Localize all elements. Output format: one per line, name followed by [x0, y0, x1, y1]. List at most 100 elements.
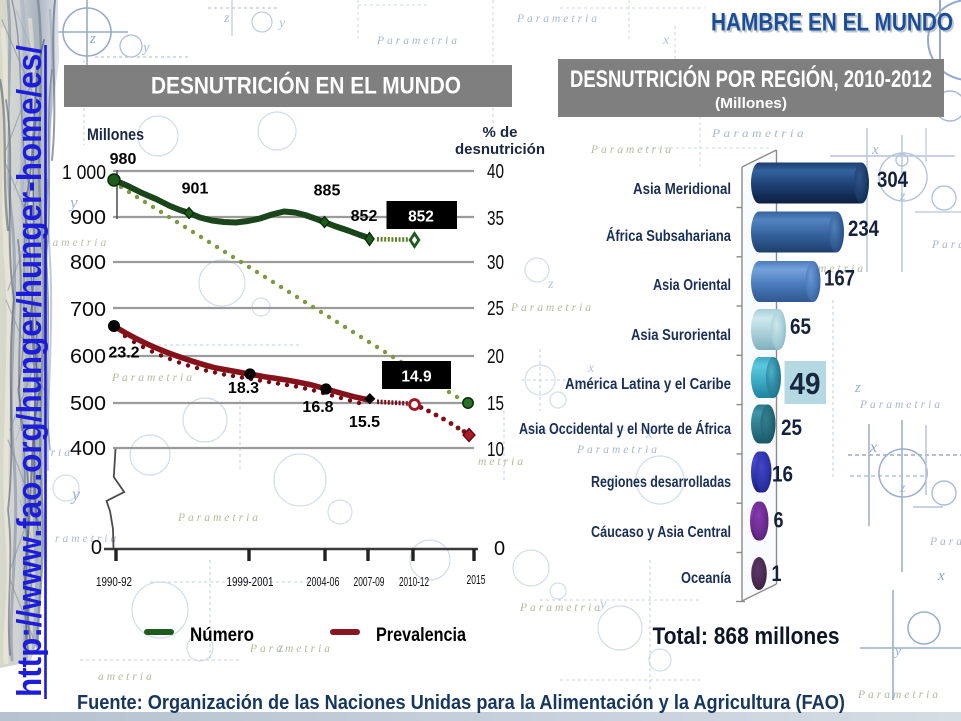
svg-text:852: 852 [408, 209, 434, 226]
svg-text:852: 852 [351, 208, 378, 225]
svg-text:800: 800 [70, 252, 106, 274]
svg-text:Número: Número [190, 625, 254, 646]
svg-text:Parametria: Parametria [177, 512, 261, 524]
svg-text:Parametria: Parametria [516, 13, 600, 25]
svg-text:desnutrición: desnutrición [455, 141, 545, 158]
svg-text:ametria: ametria [98, 671, 155, 683]
svg-text:Parametria: Parametria [519, 602, 603, 614]
svg-text:y: y [141, 40, 150, 56]
svg-text:Parametria: Parametria [376, 35, 460, 47]
svg-text:Oceanía: Oceanía [681, 570, 731, 587]
svg-text:Parametria: Parametria [576, 444, 660, 456]
svg-text:1 000: 1 000 [62, 162, 106, 184]
svg-text:z: z [899, 481, 906, 496]
svg-text:234: 234 [848, 216, 880, 241]
svg-text:(Millones): (Millones) [715, 95, 787, 112]
svg-text:35: 35 [487, 208, 504, 230]
svg-text:y: y [68, 193, 78, 212]
svg-text:Asia Occidental y el Norte de: Asia Occidental y el Norte de África [519, 419, 731, 438]
svg-text:20: 20 [487, 346, 504, 368]
svg-text:40: 40 [487, 161, 504, 183]
svg-text:0: 0 [91, 537, 102, 559]
svg-text:1999-2001: 1999-2001 [227, 574, 274, 589]
svg-text:y: y [70, 484, 80, 504]
svg-text:África Subsahariana: África Subsahariana [606, 226, 731, 245]
svg-text:600: 600 [70, 346, 106, 368]
svg-text:Asia Oriental: Asia Oriental [653, 277, 731, 294]
svg-text:x: x [662, 33, 670, 48]
svg-text:25: 25 [487, 298, 504, 320]
svg-text:rametria: rametria [55, 533, 119, 545]
svg-text:16: 16 [772, 462, 793, 487]
svg-text:z: z [899, 189, 906, 204]
svg-text:América Latina y el Caribe: América Latina y el Caribe [565, 376, 731, 393]
svg-text:2010-12: 2010-12 [399, 574, 429, 589]
svg-text:DESNUTRICIÓN EN EL MUNDO: DESNUTRICIÓN EN EL MUNDO [151, 72, 461, 100]
svg-text:1990-92: 1990-92 [96, 574, 132, 589]
svg-text:z: z [547, 277, 554, 292]
svg-text:x: x [645, 427, 653, 442]
svg-text:15.5: 15.5 [349, 414, 380, 431]
svg-text:Asia Suroriental: Asia Suroriental [631, 327, 731, 344]
svg-text:15: 15 [487, 393, 504, 415]
svg-text:Parametria: Parametria [111, 372, 195, 384]
svg-text:y: y [277, 16, 286, 31]
svg-text:Parametria: Parametria [857, 689, 941, 701]
svg-text:500: 500 [70, 393, 106, 415]
svg-text:0: 0 [494, 538, 505, 560]
svg-text:HAMBRE EN EL MUNDO: HAMBRE EN EL MUNDO [713, 10, 955, 38]
svg-text:Regiones desarrolladas: Regiones desarrolladas [591, 474, 731, 491]
svg-text:700: 700 [70, 299, 106, 321]
svg-text:2015: 2015 [467, 572, 486, 587]
svg-text:885: 885 [314, 183, 341, 200]
svg-text:x: x [587, 361, 595, 376]
svg-text:2004-06: 2004-06 [307, 574, 340, 589]
svg-text:6: 6 [774, 508, 784, 533]
svg-text:304: 304 [877, 167, 909, 192]
svg-text:30: 30 [487, 252, 504, 274]
svg-text:z: z [223, 11, 230, 26]
svg-text:z: z [854, 380, 861, 396]
svg-text:z: z [277, 641, 284, 656]
svg-text:DESNUTRICIÓN POR REGIÓN, 2010-: DESNUTRICIÓN POR REGIÓN, 2010-2012 [570, 65, 932, 93]
svg-text:http://www.fao.org/hunger/hung: http://www.fao.org/hunger/hunger-home/es… [11, 44, 49, 697]
svg-text:metria: metria [478, 456, 526, 468]
svg-text:Para: Para [929, 536, 961, 548]
svg-text:Millones: Millones [87, 125, 144, 144]
svg-text:Total: 868 millones: Total: 868 millones [653, 623, 840, 650]
svg-text:25: 25 [781, 415, 802, 440]
svg-text:18.3: 18.3 [228, 380, 259, 397]
svg-text:980: 980 [110, 151, 137, 168]
svg-text:10: 10 [487, 439, 504, 461]
svg-text:Parametria: Parametria [590, 144, 674, 156]
svg-text:Prevalencia: Prevalencia [376, 625, 466, 646]
svg-text:y: y [893, 644, 902, 659]
svg-text:14.9: 14.9 [401, 369, 432, 386]
svg-text:rametria: rametria [45, 237, 109, 249]
svg-text:Parametria: Parametria [510, 302, 594, 314]
svg-text:Parametria: Parametria [859, 399, 943, 411]
svg-text:Para: Para [931, 239, 961, 251]
svg-text:400: 400 [70, 438, 106, 460]
svg-text:Fuente: Organización de las Na: Fuente: Organización de las Naciones Uni… [77, 692, 845, 714]
svg-text:900: 900 [70, 207, 106, 229]
svg-text:Parametria: Parametria [249, 643, 333, 655]
svg-text:y: y [598, 597, 607, 612]
svg-text:16.8: 16.8 [302, 399, 333, 416]
svg-text:x: x [937, 568, 945, 584]
svg-text:65: 65 [790, 314, 811, 339]
svg-text:2007-09: 2007-09 [354, 574, 385, 589]
svg-text:x: x [871, 142, 879, 158]
svg-text:Parametria: Parametria [711, 128, 807, 140]
svg-text:x: x [869, 439, 877, 456]
svg-text:HAMBRE EN EL MUNDO: HAMBRE EN EL MUNDO [711, 9, 953, 37]
svg-text:z: z [89, 31, 96, 47]
svg-text:1: 1 [772, 561, 782, 586]
svg-text:167: 167 [824, 266, 855, 291]
svg-text:901: 901 [182, 181, 209, 198]
svg-text:Cáucaso y Asia Central: Cáucaso y Asia Central [591, 524, 731, 541]
svg-text:% de: % de [482, 124, 517, 141]
svg-text:metria: metria [818, 263, 866, 275]
svg-text:49: 49 [790, 367, 821, 401]
svg-text:Asia Meridional: Asia Meridional [633, 181, 731, 198]
